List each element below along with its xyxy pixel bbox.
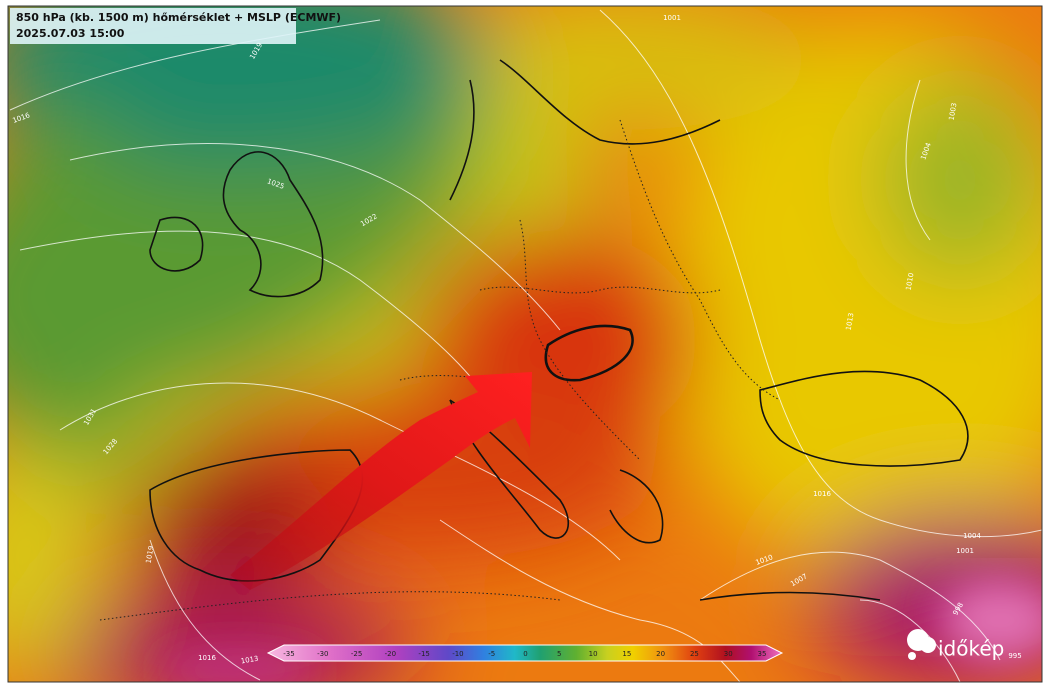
colorbar-tick-label: 35	[758, 650, 767, 658]
border	[479, 286, 721, 294]
coast-britain	[222, 151, 324, 298]
logo-text: időkép	[938, 637, 1004, 661]
borders	[99, 119, 781, 621]
isobar	[905, 79, 931, 241]
isobar-label: 1013	[845, 312, 856, 331]
isobar-label: 1016	[813, 490, 831, 498]
border	[619, 119, 781, 401]
coast-africa	[699, 591, 881, 601]
header-box	[10, 8, 296, 44]
logo: időkép	[907, 629, 1004, 661]
colorbar-scale	[266, 644, 784, 662]
isobar	[599, 9, 1042, 538]
colorbar: -35 -30 -25 -20 -15 -10 -5 0 5 10 15 20 25 30 35	[266, 644, 784, 662]
isobar-label: 1004	[963, 532, 981, 540]
isobar-label: 1003	[948, 102, 959, 121]
coast-ireland	[149, 216, 204, 272]
coast-italy	[449, 399, 570, 539]
isobar-label: 1001	[956, 547, 974, 555]
colorbar-tick-label: -5	[488, 650, 495, 658]
colorbar-tick-label: 25	[690, 650, 699, 658]
isobar	[699, 551, 1001, 661]
colorbar-tick-label: -20	[385, 650, 396, 658]
colorbar-tick-label: -25	[351, 650, 362, 658]
colorbar-tick-label: -10	[452, 650, 463, 658]
header-title: 850 hPa (kb. 1500 m) hőmérséklet + MSLP …	[16, 11, 341, 24]
isobar-label: 1013	[240, 655, 259, 666]
colorbar-tick-label: -35	[283, 650, 294, 658]
border	[99, 591, 561, 621]
header-datetime: 2025.07.03 15:00	[16, 27, 125, 40]
border-hungary	[544, 324, 634, 382]
isobars	[9, 9, 1042, 682]
isobar	[69, 143, 561, 331]
isobar	[19, 230, 501, 421]
coast-iberia	[149, 449, 364, 582]
logo-cloud	[920, 637, 936, 653]
coast-black-sea	[759, 370, 969, 467]
isobar	[149, 539, 261, 681]
coastlines	[149, 59, 969, 601]
isobar-label: 1019	[145, 545, 156, 564]
colorbar-tick-label: 0	[523, 650, 527, 658]
heat-arrow	[230, 372, 532, 590]
border	[399, 375, 521, 381]
isobar	[859, 599, 961, 682]
isobar-label: 1001	[663, 14, 681, 22]
colorbar-tick-label: 30	[724, 650, 733, 658]
colorbar-tick-label: -15	[418, 650, 429, 658]
logo-sun	[908, 652, 916, 660]
colorbar-tick-label: 5	[557, 650, 561, 658]
colorbar-ticks: -35 -30 -25 -20 -15 -10 -5 0 5 10 15 20 25 30 35	[283, 650, 766, 658]
colorbar-tick-label: -30	[317, 650, 328, 658]
colorbar-tick-label: 10	[589, 650, 598, 658]
isobar-label: 1016	[198, 654, 216, 662]
map-frame	[7, 5, 1043, 683]
isobar	[59, 382, 621, 561]
isobar	[9, 19, 381, 111]
colorbar-tick-label: 15	[622, 650, 631, 658]
isobar-label: 1010	[905, 272, 916, 291]
isobar-label: 995	[1008, 652, 1021, 660]
coast-north	[449, 59, 721, 201]
colorbar-tick-label: 20	[656, 650, 665, 658]
coast-greece	[609, 469, 664, 544]
